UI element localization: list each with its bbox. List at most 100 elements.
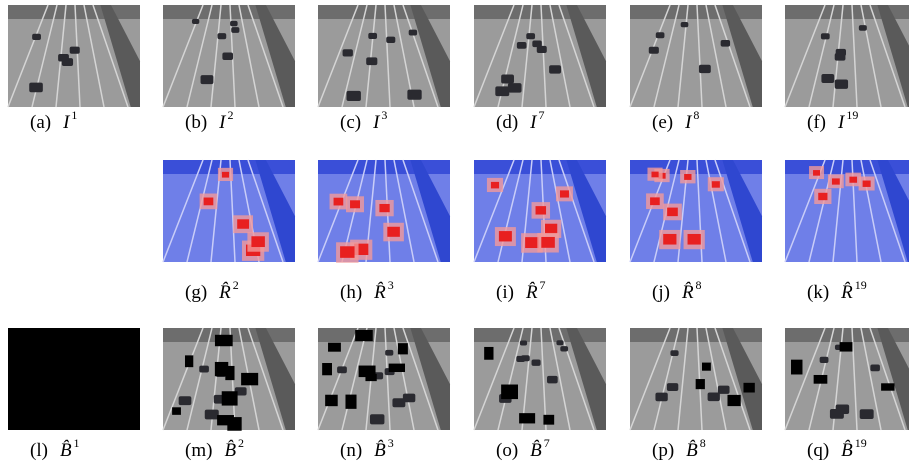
caption-symbol: I <box>62 112 71 133</box>
caption: (j)R̂8 <box>652 278 702 303</box>
mask-block <box>501 385 518 400</box>
caption-sup: 8 <box>700 436 706 450</box>
panel: (f)I19 <box>785 5 909 133</box>
caption-sup: 3 <box>381 108 387 122</box>
caption-symbol: I <box>218 112 227 133</box>
caption: (p)B̂8 <box>652 436 706 461</box>
caption-symbol: I <box>529 112 538 133</box>
car <box>526 33 535 39</box>
caption: (i)R̂7 <box>496 278 546 303</box>
caption-symbol: B̂ <box>224 440 236 461</box>
panel: (k)R̂19 <box>785 160 909 303</box>
caption-sup: 19 <box>846 108 858 122</box>
image-panel <box>630 5 762 19</box>
caption-label: (d) <box>496 112 518 133</box>
car <box>547 376 558 383</box>
heat-blob <box>499 231 512 241</box>
car <box>407 90 421 100</box>
car <box>343 49 353 56</box>
heat-blob <box>663 234 676 245</box>
caption: (o)B̂7 <box>496 436 550 461</box>
caption: (n)B̂3 <box>340 436 394 461</box>
heat-blob <box>832 178 840 184</box>
image-panel <box>163 5 295 19</box>
mask-block <box>389 364 405 372</box>
caption: (h)R̂3 <box>340 278 394 303</box>
heat-blob <box>863 181 871 187</box>
image-panel <box>318 5 450 19</box>
car <box>870 365 880 372</box>
car <box>337 366 347 373</box>
mask-block <box>543 415 554 425</box>
heat-blob <box>684 174 691 180</box>
car <box>403 394 415 403</box>
car <box>517 42 527 49</box>
car <box>346 91 360 101</box>
car <box>699 65 711 73</box>
caption-symbol: R̂ <box>840 282 853 303</box>
caption-label: (l) <box>30 440 48 461</box>
caption-label: (n) <box>340 440 362 461</box>
image-panel <box>474 160 606 174</box>
mask-block <box>172 407 181 415</box>
car <box>718 386 730 394</box>
caption-label: (m) <box>185 440 212 461</box>
heat-blob <box>251 236 264 247</box>
heat-blob <box>536 206 547 214</box>
heat-blob <box>387 227 400 237</box>
caption: (q)B̂19 <box>807 436 867 461</box>
mask-block <box>484 347 493 360</box>
car <box>508 83 522 93</box>
car <box>385 350 393 356</box>
car <box>836 405 850 414</box>
heat-blob <box>688 234 701 245</box>
mask-block <box>814 375 828 384</box>
caption: (m) B̂2 <box>185 436 244 461</box>
car <box>201 75 214 84</box>
car <box>821 74 834 83</box>
car <box>230 21 238 26</box>
car <box>70 47 80 54</box>
caption: (a)I1 <box>30 108 77 133</box>
car <box>656 32 665 38</box>
image-panel <box>318 328 450 342</box>
image-panel <box>474 5 606 19</box>
car <box>205 410 219 420</box>
heat-blob <box>379 204 389 212</box>
panel: (n)B̂3 <box>318 328 450 461</box>
car <box>199 366 209 373</box>
caption-sup: 8 <box>693 108 699 122</box>
panel: (e) I8 <box>630 5 762 133</box>
caption-sup: 1 <box>71 108 77 122</box>
mask-block <box>791 360 802 375</box>
car <box>29 83 43 93</box>
car <box>231 27 239 33</box>
mask-block <box>727 395 740 406</box>
figure: (a)I1(b)I2(c)I3(d)I7(e)I8(f)I19(g)R̂2(h)… <box>0 0 909 473</box>
heat-blob <box>204 198 214 206</box>
mask-block <box>322 363 332 375</box>
car <box>368 33 377 39</box>
car <box>649 47 659 54</box>
mask-block <box>227 417 241 431</box>
caption-symbol: R̂ <box>218 282 231 303</box>
car <box>835 80 848 89</box>
image-panel <box>8 328 140 430</box>
car <box>409 30 417 36</box>
caption-symbol: I <box>684 112 693 133</box>
mask-block <box>365 374 376 381</box>
car <box>370 414 384 424</box>
caption-symbol: B̂ <box>686 440 698 461</box>
caption-label: (f) <box>807 112 826 133</box>
car <box>58 54 69 62</box>
caption-sup: 2 <box>238 436 244 450</box>
heat-blob <box>545 224 557 234</box>
mask-block <box>325 395 338 406</box>
mask-block <box>881 383 894 390</box>
car <box>32 34 41 40</box>
panel: (c)I3 <box>318 5 450 133</box>
caption-label: (e) <box>652 112 673 133</box>
car <box>537 46 547 53</box>
